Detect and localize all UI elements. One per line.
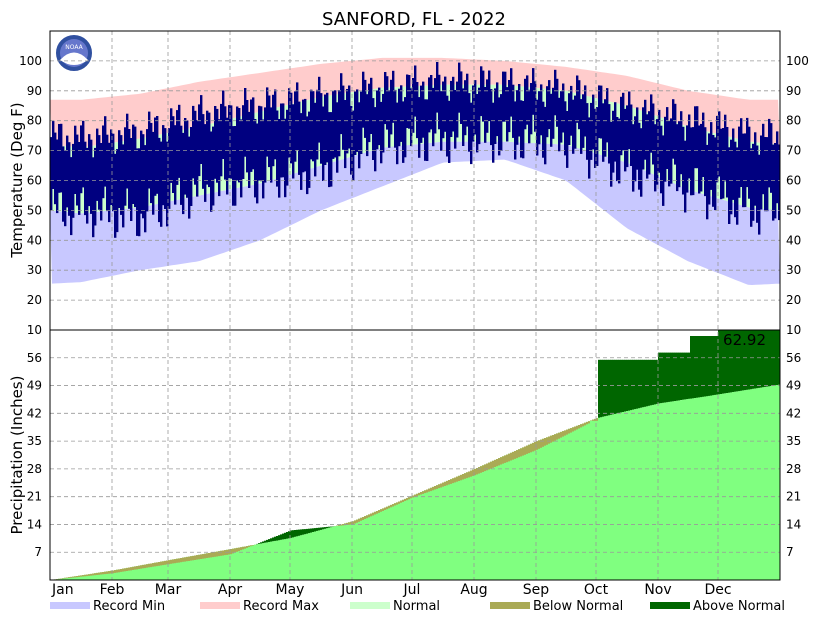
legend-label: Record Max bbox=[243, 599, 319, 614]
temp-tick-label-right: 70 bbox=[786, 144, 801, 158]
month-tick-label: Apr bbox=[218, 582, 242, 598]
temp-tick-label-left: 30 bbox=[27, 263, 42, 277]
legend-swatch bbox=[650, 602, 690, 609]
precipitation-panel bbox=[52, 330, 780, 580]
legend: Record Min Record Max Normal Below Normal Ab… bbox=[50, 599, 785, 614]
precip-tick-label-right: 56 bbox=[786, 351, 801, 365]
precipitation-ylabel: Precipitation (Inches) bbox=[8, 376, 26, 535]
temp-tick-label-right: 30 bbox=[786, 263, 801, 277]
legend-label: Normal bbox=[393, 599, 440, 614]
precip-tick-label-left: 56 bbox=[27, 351, 42, 365]
precip-tick-label-left: 49 bbox=[27, 379, 42, 393]
temp-tick-label-right: 60 bbox=[786, 174, 801, 188]
precip-tick-label-left: 28 bbox=[27, 462, 42, 476]
precip-tick-label-right: 42 bbox=[786, 406, 801, 420]
legend-label: Record Min bbox=[93, 599, 165, 614]
precip-tick-label-left: 35 bbox=[27, 434, 42, 448]
temp-tick-label-right: 20 bbox=[786, 293, 801, 307]
temp-tick-label-left: 80 bbox=[27, 114, 42, 128]
precip-total-annotation: 62.92 bbox=[723, 331, 766, 349]
precip-tick-label-left: 42 bbox=[27, 406, 42, 420]
temperature-ylabel: Temperature (Deg F) bbox=[8, 102, 26, 258]
month-tick-label: Oct bbox=[584, 582, 609, 598]
temp-tick-label-left: 60 bbox=[27, 174, 42, 188]
precip-tick-label-right: 49 bbox=[786, 379, 801, 393]
legend-swatch bbox=[350, 602, 390, 609]
legend-swatch bbox=[200, 602, 240, 609]
month-tick-label: Feb bbox=[100, 582, 125, 598]
precip-tick-label-left: 7 bbox=[34, 545, 42, 559]
boundary-tick-label-right: 10 bbox=[786, 323, 801, 337]
boundary-tick-label-left: 10 bbox=[27, 323, 42, 337]
legend-label: Above Normal bbox=[693, 599, 785, 614]
month-tick-label: Nov bbox=[644, 582, 671, 598]
temp-tick-label-right: 90 bbox=[786, 84, 801, 98]
precip-tick-label-right: 14 bbox=[786, 517, 801, 531]
month-tick-label: Aug bbox=[460, 582, 487, 598]
precip-tick-label-right: 7 bbox=[786, 545, 794, 559]
chart-title: SANFORD, FL - 2022 bbox=[322, 9, 506, 30]
month-tick-label: Sep bbox=[523, 582, 550, 598]
legend-swatch bbox=[50, 602, 90, 609]
temp-tick-label-right: 40 bbox=[786, 233, 801, 247]
temp-tick-label-right: 100 bbox=[786, 54, 809, 68]
temp-tick-label-left: 70 bbox=[27, 144, 42, 158]
precip-tick-label-left: 14 bbox=[27, 517, 42, 531]
logo-text: NOAA bbox=[65, 44, 83, 51]
legend-label: Below Normal bbox=[533, 599, 623, 614]
temp-tick-label-left: 50 bbox=[27, 203, 42, 217]
month-tick-label: Jan bbox=[51, 582, 74, 598]
month-tick-label: Dec bbox=[704, 582, 731, 598]
month-tick-label: May bbox=[276, 582, 305, 598]
precip-tick-label-right: 35 bbox=[786, 434, 801, 448]
temperature-panel bbox=[50, 58, 780, 285]
temp-tick-label-right: 50 bbox=[786, 203, 801, 217]
temp-tick-label-left: 20 bbox=[27, 293, 42, 307]
month-tick-label: Jun bbox=[340, 582, 363, 598]
noaa-logo-icon: NOAA bbox=[55, 34, 93, 72]
month-tick-label: Jul bbox=[403, 582, 421, 598]
temp-tick-label-left: 90 bbox=[27, 84, 42, 98]
temp-tick-label-left: 100 bbox=[19, 54, 42, 68]
precip-tick-label-left: 21 bbox=[27, 490, 42, 504]
temp-tick-label-left: 40 bbox=[27, 233, 42, 247]
temp-tick-label-right: 80 bbox=[786, 114, 801, 128]
precip-tick-label-right: 21 bbox=[786, 490, 801, 504]
month-tick-label: Mar bbox=[155, 582, 182, 598]
precip-tick-label-right: 28 bbox=[786, 462, 801, 476]
legend-swatch bbox=[490, 602, 530, 609]
